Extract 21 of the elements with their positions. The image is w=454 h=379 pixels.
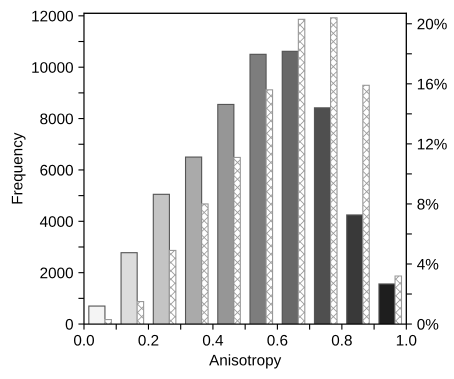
y-tick-label: 2000 [40, 268, 73, 278]
y-tick-label: 4000 [40, 216, 73, 227]
y-tick-label: 10000 [32, 62, 73, 73]
y2-tick-label: 0% [417, 318, 438, 330]
x-tick-label: 0.2 [138, 334, 158, 346]
x-tick-label: 1.0 [396, 334, 416, 346]
x-tick-label: 0.0 [74, 334, 94, 346]
y2-tick-label: 8% [417, 198, 438, 210]
x-tick-label: 0.6 [267, 334, 288, 346]
y-tick-label: 6000 [40, 164, 73, 176]
y-tick-label: 12000 [32, 10, 73, 22]
y-tick-label: 0 [66, 318, 73, 330]
y2-tick-label: 20% [418, 18, 447, 30]
x-tick-label: 0.8 [332, 334, 352, 346]
y2-tick-label: 16% [418, 78, 447, 90]
y-axis-title: Frequency [12, 132, 26, 204]
y2-tick-label: 4% [417, 258, 438, 270]
x-axis-title: Anisotropy [209, 354, 282, 368]
y-tick-label: 8000 [40, 113, 73, 124]
x-tick-label: 0.4 [202, 334, 224, 346]
y2-tick-label: 12% [418, 138, 447, 150]
